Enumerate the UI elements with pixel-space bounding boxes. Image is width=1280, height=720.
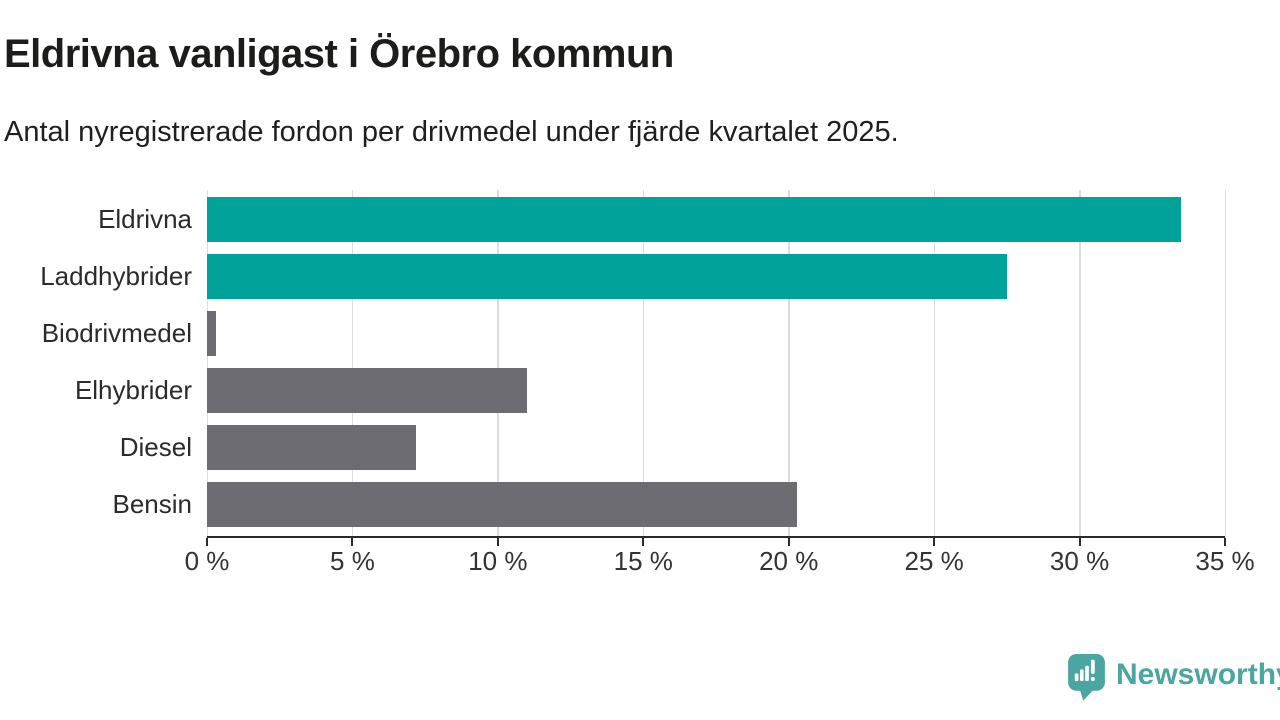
gridline-20pct (788, 190, 790, 536)
x-axis-line (207, 536, 1225, 538)
category-label-diesel: Diesel (119, 432, 192, 462)
bar-eldrivna (207, 197, 1182, 242)
x-tick-10 (496, 538, 499, 546)
category-label-laddhybrider: Laddhybrider (40, 261, 192, 291)
gridline-0pct (206, 190, 208, 536)
x-tick-0 (206, 538, 208, 546)
gridline-15pct (642, 190, 645, 536)
bar-biodrivmedel (207, 311, 216, 356)
category-label-eldrivna: Eldrivna (98, 204, 192, 234)
x-tick-25 (933, 538, 936, 546)
exclamation-dot (1090, 676, 1095, 682)
x-tick-label-25: 25 % (904, 546, 964, 576)
chart-subtitle: Antal nyregistrerade fordon per drivmede… (4, 116, 899, 148)
x-tick-label-15: 15 % (613, 546, 673, 576)
x-tick-label-0: 0 % (184, 546, 230, 576)
gridline-5pct (351, 190, 354, 536)
gridline-25pct (933, 190, 936, 536)
category-label-biodrivmedel: Biodrivmedel (41, 318, 192, 348)
mini-bar-2 (1079, 669, 1084, 682)
x-tick-15 (642, 538, 645, 546)
plot-area: 0 % 5 % 10 % 15 % 20 % 25 % 30 % 35 % (185, 190, 1255, 576)
x-tick-30 (1078, 538, 1081, 546)
x-tick-label-10: 10 % (468, 546, 528, 576)
x-tick-35 (1224, 538, 1226, 546)
x-tick-20 (787, 538, 790, 546)
bar-bensin (207, 482, 798, 527)
bar-elhybrider (207, 368, 527, 413)
bar-laddhybrider (207, 254, 1007, 299)
category-label-elhybrider: Elhybrider (74, 375, 192, 405)
gridline-30pct (1079, 190, 1081, 536)
exclamation-bar (1090, 659, 1095, 674)
newsworthy-logo-icon (1068, 654, 1105, 701)
x-tick-5 (351, 538, 354, 546)
mini-bar-1 (1074, 673, 1079, 682)
gridline-10pct (497, 190, 499, 536)
x-tick-label-35: 35 % (1195, 546, 1255, 576)
gridline-35pct (1224, 190, 1226, 536)
chart-title: Eldrivna vanligast i Örebro kommun (4, 32, 674, 76)
bar-diesel (207, 425, 417, 470)
mini-bar-3 (1085, 665, 1089, 682)
x-tick-label-30: 30 % (1049, 546, 1110, 576)
newsworthy-logo: Newsworthy (1068, 654, 1280, 701)
newsworthy-brand-text: Newsworthy (1116, 657, 1280, 691)
x-tick-label-5: 5 % (330, 546, 375, 576)
x-tick-label-20: 20 % (759, 546, 819, 576)
category-label-bensin: Bensin (112, 489, 193, 519)
